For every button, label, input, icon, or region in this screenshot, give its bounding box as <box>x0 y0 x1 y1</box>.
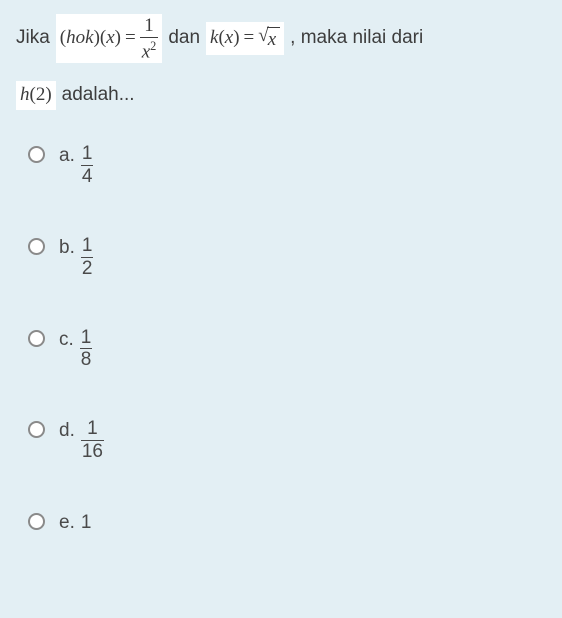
option-key: b. <box>59 236 75 261</box>
option-e[interactable]: e. 1 <box>28 511 546 536</box>
arg-2: 2 <box>36 84 46 105</box>
fn-h: h <box>20 84 30 105</box>
frac-den: 4 <box>81 165 94 188</box>
option-d-frac: 1 16 <box>81 419 104 463</box>
options-group: a. 1 4 b. 1 2 c. 1 8 d. <box>16 144 546 536</box>
option-key: a. <box>59 144 75 169</box>
eq-sign-1: = <box>125 26 136 51</box>
radio-icon[interactable] <box>28 513 45 530</box>
radio-icon[interactable] <box>28 421 45 438</box>
option-c-label: c. 1 8 <box>59 328 92 372</box>
option-a-label: a. 1 4 <box>59 144 93 188</box>
math-expr-k: k(x) = √x <box>206 22 284 55</box>
den-base: x <box>142 41 150 62</box>
den-exp: 2 <box>150 39 156 53</box>
option-c-frac: 1 8 <box>80 328 93 372</box>
eq-sign-2: = <box>244 26 255 51</box>
math-hok-lhs: (hok)(x) <box>60 26 121 51</box>
option-a[interactable]: a. 1 4 <box>28 144 546 188</box>
k-lhs: k(x) <box>210 26 240 51</box>
radio-icon[interactable] <box>28 146 45 163</box>
option-b-frac: 1 2 <box>81 236 94 280</box>
question-line-1: Jika (hok)(x) = 1 x2 dan k(x) = √x , mak <box>16 14 546 63</box>
frac-den: 16 <box>81 440 104 463</box>
h2: h(2) <box>20 83 52 108</box>
frac-num: 1 <box>81 236 94 257</box>
option-b-label: b. 1 2 <box>59 236 93 280</box>
question-line-2: h(2) adalah... <box>16 81 546 110</box>
radicand-x: x <box>268 29 276 50</box>
option-d[interactable]: d. 1 16 <box>28 419 546 463</box>
option-d-label: d. 1 16 <box>59 419 104 463</box>
option-key: c. <box>59 328 74 353</box>
arg-x: x <box>106 27 114 48</box>
frac-den: x2 <box>140 37 159 61</box>
radio-icon[interactable] <box>28 330 45 347</box>
frac-den: 2 <box>81 257 94 280</box>
question-stem: Jika (hok)(x) = 1 x2 dan k(x) = √x , mak <box>16 14 546 110</box>
frac-den: 8 <box>80 348 93 371</box>
frac-num: 1 <box>86 419 99 440</box>
fn-hok: hok <box>66 27 93 48</box>
radio-icon[interactable] <box>28 238 45 255</box>
arg-x2: x <box>225 27 233 48</box>
text-adalah: adalah... <box>62 83 135 108</box>
frac-1-over-x2: 1 x2 <box>140 16 159 61</box>
sqrt-x: √x <box>258 24 280 53</box>
text-jika: Jika <box>16 26 50 51</box>
option-b[interactable]: b. 1 2 <box>28 236 546 280</box>
option-key: e. <box>59 511 75 536</box>
option-c[interactable]: c. 1 8 <box>28 328 546 372</box>
option-value: 1 <box>81 511 92 536</box>
option-a-frac: 1 4 <box>81 144 94 188</box>
text-dan: dan <box>168 26 200 51</box>
frac-num: 1 <box>142 16 156 37</box>
frac-num: 1 <box>80 328 93 349</box>
option-key: d. <box>59 419 75 444</box>
math-expr-h2: h(2) <box>16 81 56 110</box>
option-e-label: e. 1 <box>59 511 91 536</box>
text-maka: , maka nilai dari <box>290 26 423 51</box>
math-expr-hok: (hok)(x) = 1 x2 <box>56 14 163 63</box>
frac-num: 1 <box>81 144 94 165</box>
